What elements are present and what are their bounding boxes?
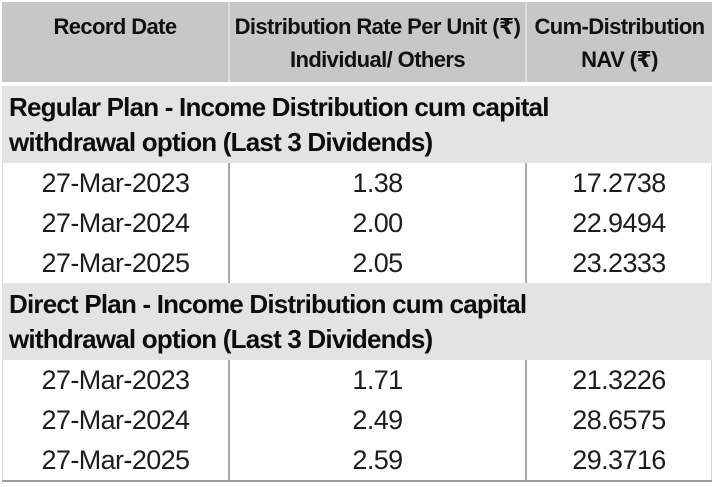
cell-distribution-rate: 1.71 (230, 360, 527, 400)
section-title-line: withdrawal option (Last 3 Dividends) (9, 126, 433, 157)
column-header-line: NAV (₹) (581, 47, 658, 72)
table-row: 27-Mar-2024 2.49 28.6575 (2, 400, 712, 440)
cell-cum-distribution-nav: 23.2333 (527, 243, 712, 283)
section-header-regular-plan: Regular Plan - Income Distribution cum c… (2, 86, 712, 163)
dividend-distribution-table: Record Date Distribution Rate Per Unit (… (2, 2, 712, 482)
column-header-distribution-rate: Distribution Rate Per Unit (₹) Individua… (230, 2, 527, 82)
table-header-row: Record Date Distribution Rate Per Unit (… (2, 2, 712, 82)
cell-cum-distribution-nav: 22.9494 (527, 203, 712, 243)
column-header-line: Distribution Rate Per Unit (₹) (234, 14, 521, 39)
cell-record-date: 27-Mar-2024 (2, 400, 230, 440)
cell-record-date: 27-Mar-2025 (2, 243, 230, 283)
table-row: 27-Mar-2023 1.71 21.3226 (2, 360, 712, 400)
cell-cum-distribution-nav: 28.6575 (527, 400, 712, 440)
column-header-line: Cum-Distribution (534, 14, 705, 39)
cell-record-date: 27-Mar-2023 (2, 163, 230, 203)
table-bottom-border (2, 480, 712, 482)
header-divider-gap (2, 82, 712, 86)
cell-record-date: 27-Mar-2025 (2, 440, 230, 480)
column-header-cum-distribution-nav: Cum-Distribution NAV (₹) (527, 2, 712, 82)
column-header-record-date: Record Date (2, 2, 230, 82)
cell-cum-distribution-nav: 17.2738 (527, 163, 712, 203)
column-header-line: Record Date (53, 14, 178, 39)
section-title-line: withdrawal option (Last 3 Dividends) (9, 323, 433, 354)
table-row: 27-Mar-2025 2.05 23.2333 (2, 243, 712, 283)
cell-distribution-rate: 2.05 (230, 243, 527, 283)
cell-record-date: 27-Mar-2023 (2, 360, 230, 400)
section-title-line: Direct Plan - Income Distribution cum ca… (9, 288, 527, 319)
cell-cum-distribution-nav: 29.3716 (527, 440, 712, 480)
table-row: 27-Mar-2023 1.38 17.2738 (2, 163, 712, 203)
cell-record-date: 27-Mar-2024 (2, 203, 230, 243)
column-header-line: Individual/ Others (289, 47, 466, 72)
cell-distribution-rate: 2.49 (230, 400, 527, 440)
table-row: 27-Mar-2024 2.00 22.9494 (2, 203, 712, 243)
cell-distribution-rate: 1.38 (230, 163, 527, 203)
cell-distribution-rate: 2.00 (230, 203, 527, 243)
section-header-direct-plan: Direct Plan - Income Distribution cum ca… (2, 283, 712, 360)
table-row: 27-Mar-2025 2.59 29.3716 (2, 440, 712, 480)
cell-cum-distribution-nav: 21.3226 (527, 360, 712, 400)
cell-distribution-rate: 2.59 (230, 440, 527, 480)
section-title-line: Regular Plan - Income Distribution cum c… (9, 91, 549, 122)
